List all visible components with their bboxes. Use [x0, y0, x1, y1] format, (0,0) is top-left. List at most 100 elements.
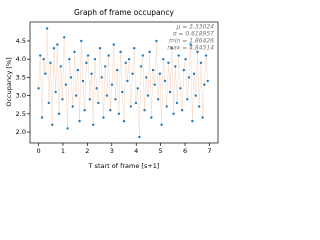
y-tick-label: 4.5	[16, 37, 26, 45]
x-tick-label: 2	[85, 147, 89, 155]
data-point	[151, 68, 155, 72]
data-point	[175, 101, 179, 105]
data-point	[180, 108, 184, 112]
data-point	[203, 83, 206, 86]
plot-frame	[29, 21, 219, 144]
y-tick-label: 3.0	[16, 92, 26, 100]
data-point	[78, 119, 81, 123]
data-point	[80, 39, 83, 43]
data-point	[170, 47, 174, 50]
x-axis-label: T start of frame [s+1]	[88, 162, 160, 170]
data-point	[139, 65, 143, 68]
data-point	[153, 83, 156, 86]
data-point	[174, 65, 177, 68]
data-point	[192, 72, 196, 75]
data-point	[49, 61, 52, 65]
data-point	[45, 27, 49, 30]
y-axis-label: Occupancy [%]	[5, 57, 13, 106]
data-point	[158, 72, 162, 75]
chart-title: Graph of frame occupancy	[74, 8, 174, 17]
data-point	[206, 79, 209, 83]
data-point	[40, 116, 44, 119]
data-point	[69, 76, 73, 79]
data-point	[85, 61, 88, 65]
data-point	[90, 72, 93, 75]
data-point	[114, 98, 117, 101]
data-point	[129, 105, 133, 108]
annotation: max = 4.84314	[167, 45, 214, 52]
data-point	[44, 72, 47, 75]
data-point	[201, 116, 204, 119]
data-point	[81, 79, 85, 83]
x-tick-label: 7	[207, 147, 211, 155]
y-tick-label: 2.5	[16, 110, 26, 118]
data-point	[102, 116, 105, 119]
data-point	[100, 76, 103, 79]
data-point	[145, 76, 148, 79]
data-point	[194, 94, 197, 97]
data-point	[56, 43, 59, 46]
data-point	[121, 90, 124, 94]
data-point	[199, 61, 203, 65]
y-tick-label: 3.5	[16, 73, 26, 81]
data-point	[198, 105, 201, 108]
data-point	[88, 98, 92, 101]
connecting-line	[38, 28, 208, 138]
data-point	[131, 72, 134, 75]
x-tick-label: 4	[134, 147, 138, 155]
data-point	[57, 112, 61, 116]
annotation: μ = 3.33024	[176, 24, 215, 31]
data-point	[187, 76, 191, 79]
data-point	[37, 87, 40, 90]
data-point	[148, 50, 151, 54]
data-point	[76, 68, 80, 72]
data-point	[47, 101, 50, 105]
data-point	[52, 47, 56, 50]
data-point	[110, 83, 114, 86]
data-point	[122, 119, 126, 123]
data-point	[189, 43, 192, 46]
data-point	[165, 105, 168, 108]
data-point	[117, 112, 121, 116]
data-point	[64, 83, 68, 86]
data-point	[105, 94, 109, 97]
data-point	[68, 57, 71, 61]
data-point	[71, 105, 74, 108]
data-point	[109, 108, 112, 112]
data-point	[150, 116, 153, 119]
data-point	[163, 79, 167, 83]
data-point	[196, 50, 199, 54]
data-point	[143, 108, 146, 112]
data-point	[168, 90, 172, 94]
data-point	[115, 68, 119, 72]
x-tick-label: 6	[183, 147, 187, 155]
data-point	[61, 98, 64, 101]
y-tick-label: 4.0	[16, 55, 26, 63]
x-tick-label: 3	[110, 147, 114, 155]
data-point	[136, 87, 139, 90]
data-point	[204, 54, 208, 57]
data-point	[86, 54, 90, 57]
annotation: σ = 0.618957	[173, 31, 214, 38]
data-point	[98, 47, 102, 50]
data-point	[66, 127, 69, 130]
data-point	[93, 57, 97, 61]
data-point	[51, 123, 54, 126]
data-point	[179, 87, 182, 90]
x-tick-label: 1	[61, 147, 65, 155]
data-point	[160, 123, 163, 126]
data-point	[167, 61, 170, 65]
y-tick-label: 2.0	[16, 128, 26, 136]
data-point	[146, 94, 150, 97]
data-point	[186, 98, 189, 101]
data-point	[119, 50, 122, 54]
x-tick-label: 5	[159, 147, 163, 155]
annotation: min = 1.86426	[169, 38, 214, 45]
x-tick-label: 0	[36, 147, 40, 155]
data-point	[191, 119, 194, 123]
data-point	[184, 57, 187, 61]
data-point	[134, 101, 138, 105]
data-point	[172, 112, 175, 116]
chart: Graph of frame occupancy T start of fram…	[5, 8, 219, 170]
data-point	[182, 68, 186, 72]
